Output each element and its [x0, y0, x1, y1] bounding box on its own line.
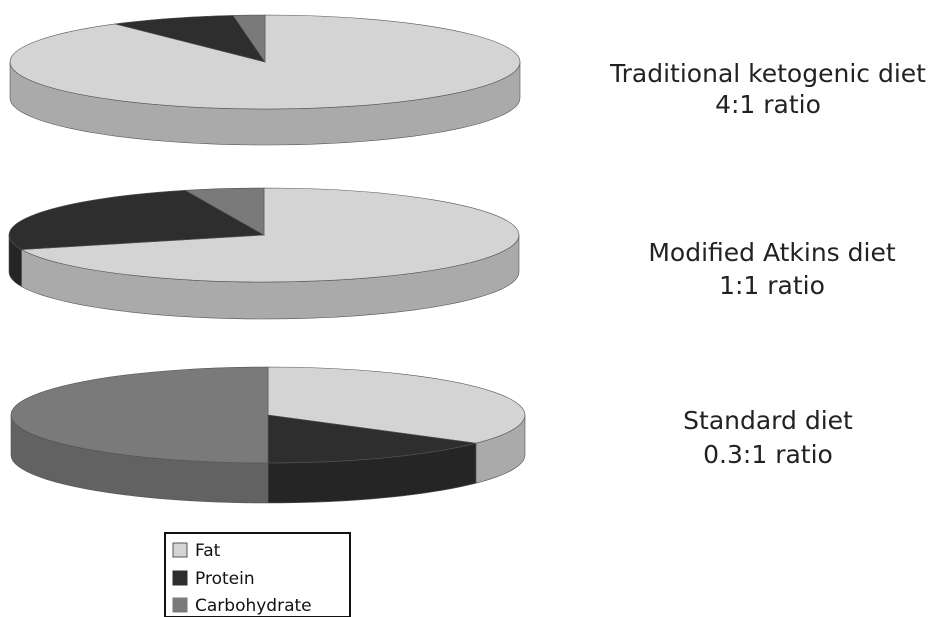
pie-subtitle-1: 4:1 ratio	[715, 90, 821, 119]
pie-charts	[8, 14, 526, 504]
pie-1-slice-protein	[115, 15, 266, 63]
pie-3-slice-fat	[267, 366, 526, 444]
pie-label-group-2: Modified Atkins diet 1:1 ratio	[648, 238, 896, 300]
pie-title-3: Standard diet	[683, 406, 853, 435]
pie-1	[9, 14, 521, 146]
pie-subtitle-2: 1:1 ratio	[719, 271, 825, 300]
pie-title-2: Modified Atkins diet	[648, 238, 896, 267]
legend-label-carbohydrate: Carbohydrate	[195, 596, 312, 616]
pie-3-slice-protein	[267, 414, 476, 464]
legend: Fat Protein Carbohydrate	[164, 532, 351, 617]
pie-3	[10, 366, 526, 504]
pie-2-slice-fat	[20, 187, 520, 283]
pie-title-1: Traditional ketogenic diet	[609, 59, 926, 88]
legend-frame	[164, 532, 351, 617]
pie-label-group-3: Standard diet 0.3:1 ratio	[683, 406, 853, 469]
legend-label-protein: Protein	[195, 569, 255, 589]
legend-label-fat: Fat	[195, 541, 221, 561]
pie-1-slice-carbohydrate	[232, 14, 266, 63]
legend-swatch-protein	[172, 570, 188, 586]
pie-2-slice-carbohydrate	[184, 187, 265, 236]
pie-2-slice-protein	[8, 189, 266, 250]
legend-swatch-carbohydrate	[172, 597, 188, 613]
pie-label-group-1: Traditional ketogenic diet 4:1 ratio	[609, 59, 926, 119]
pie-2	[8, 187, 520, 320]
pie-3-slice-carbohydrate	[10, 366, 269, 464]
legend-swatch-fat	[172, 542, 188, 558]
pie-subtitle-3: 0.3:1 ratio	[703, 440, 833, 469]
